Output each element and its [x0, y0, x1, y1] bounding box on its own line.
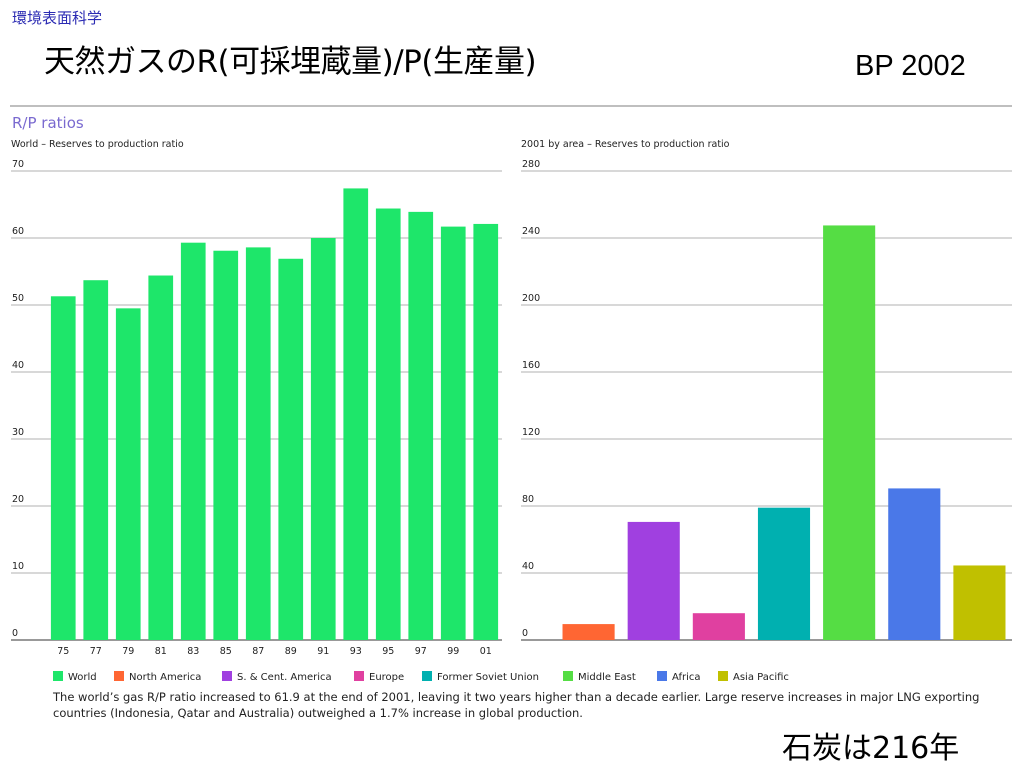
y-tick-label: 0	[522, 628, 528, 639]
x-tick-label: 99	[447, 646, 459, 657]
legend-swatch	[563, 671, 573, 681]
y-tick-label: 160	[522, 360, 540, 371]
bar	[50, 296, 76, 640]
legend-label: Former Soviet Union	[437, 672, 539, 683]
legend-swatch	[657, 671, 667, 681]
legend-label: Africa	[672, 672, 701, 683]
bar	[757, 507, 811, 640]
figure-heading: R/P ratios	[12, 114, 84, 132]
bar	[473, 223, 499, 640]
bar	[627, 521, 680, 640]
legend-swatch	[53, 671, 63, 681]
bar	[115, 308, 141, 640]
bar	[278, 258, 304, 640]
legend-label: North America	[129, 672, 201, 683]
y-tick-label: 60	[12, 226, 24, 237]
bar	[692, 613, 745, 640]
bar	[310, 238, 336, 640]
bar	[148, 275, 174, 640]
bar	[343, 188, 369, 641]
y-tick-label: 200	[522, 293, 540, 304]
x-tick-label: 75	[57, 646, 69, 657]
bar	[953, 565, 1006, 640]
y-tick-label: 50	[12, 293, 24, 304]
y-tick-label: 10	[12, 561, 24, 572]
legend: World North America S. & Cent. America Euro…	[53, 671, 789, 683]
x-tick-label: 79	[122, 646, 134, 657]
bar	[83, 280, 109, 640]
source-label: BP 2002	[855, 50, 966, 82]
y-tick-label: 30	[12, 427, 24, 438]
legend-label: Europe	[369, 672, 404, 683]
bar	[245, 247, 271, 640]
x-tick-label: 89	[285, 646, 297, 657]
x-tick-label: 95	[382, 646, 394, 657]
x-tick-label: 93	[350, 646, 362, 657]
legend-label: Asia Pacific	[733, 672, 789, 683]
chart-area-rp: 2001 by area – Reserves to production ra…	[521, 139, 1012, 641]
x-tick-label: 81	[155, 646, 167, 657]
bar	[823, 225, 876, 640]
chart-world-rp: World – Reserves to production ratio0102…	[11, 139, 502, 657]
y-tick-label: 40	[522, 561, 534, 572]
legend-label: Middle East	[578, 672, 636, 683]
x-tick-label: 87	[252, 646, 264, 657]
bar	[440, 226, 466, 641]
y-tick-label: 20	[12, 494, 24, 505]
y-tick-label: 280	[522, 159, 540, 170]
bar	[180, 242, 206, 640]
legend-swatch	[422, 671, 432, 681]
x-tick-label: 91	[317, 646, 329, 657]
bar	[562, 624, 615, 640]
y-tick-label: 0	[12, 628, 18, 639]
figure-caption: The world’s gas R/P ratio increased to 6…	[53, 690, 980, 720]
y-tick-label: 40	[12, 360, 24, 371]
legend-swatch	[354, 671, 364, 681]
coal-note: 石炭は216年	[782, 731, 960, 766]
y-tick-label: 80	[522, 494, 534, 505]
chart-subtitle: World – Reserves to production ratio	[11, 139, 184, 150]
y-tick-label: 70	[12, 159, 24, 170]
bar	[888, 488, 941, 640]
bar	[213, 250, 239, 641]
bar	[408, 211, 434, 640]
legend-swatch	[718, 671, 728, 681]
x-tick-label: 97	[415, 646, 427, 657]
x-tick-label: 01	[480, 646, 492, 657]
x-tick-label: 77	[90, 646, 102, 657]
legend-label: World	[68, 672, 97, 683]
x-tick-label: 83	[187, 646, 199, 657]
legend-swatch	[222, 671, 232, 681]
y-tick-label: 240	[522, 226, 540, 237]
slide-title: 天然ガスのR(可採埋蔵量)/P(生産量)	[44, 44, 537, 80]
chart-subtitle: 2001 by area – Reserves to production ra…	[521, 139, 730, 150]
legend-swatch	[114, 671, 124, 681]
legend-label: S. & Cent. America	[237, 672, 332, 683]
x-tick-label: 85	[220, 646, 232, 657]
course-label: 環境表面科学	[12, 9, 103, 27]
y-tick-label: 120	[522, 427, 540, 438]
bar	[375, 208, 401, 640]
